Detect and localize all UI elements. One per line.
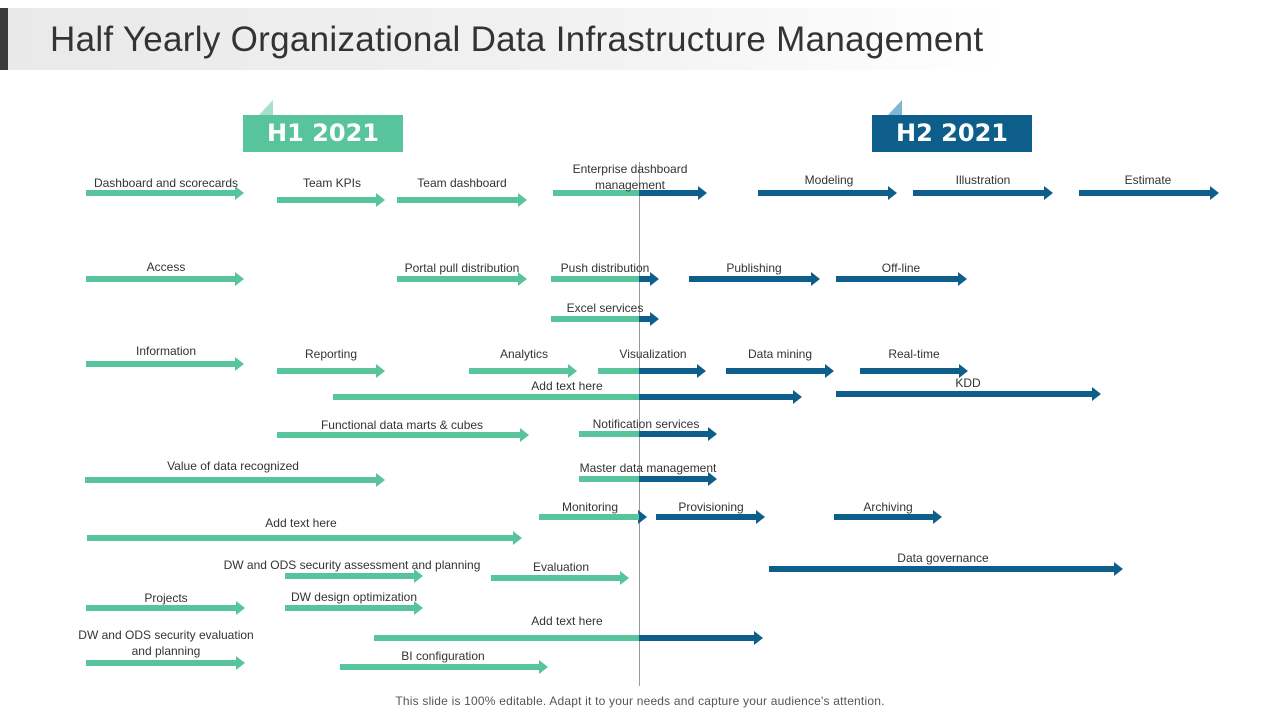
item-label: Illustration (955, 173, 1011, 187)
item-label: Notification services (592, 417, 700, 431)
h2-banner-label: H2 2021 (872, 115, 1032, 152)
arrow-segment-h1 (551, 276, 639, 282)
item-label: DW design optimization (290, 590, 418, 604)
page-title: Half Yearly Organizational Data Infrastr… (50, 20, 984, 59)
item-label: Add text here (265, 516, 337, 530)
item-label: Monitoring (561, 500, 619, 514)
item-label: Value of data recognized (167, 459, 299, 473)
arrow-segment-h2 (639, 364, 706, 378)
timeline-arrow (86, 186, 244, 200)
item-label: Visualization (619, 347, 687, 361)
arrow-segment-h2 (639, 186, 707, 200)
half-year-divider (639, 162, 640, 686)
h2-banner: H2 2021 (872, 100, 1032, 152)
footer-note: This slide is 100% editable. Adapt it to… (395, 694, 885, 708)
item-label: Publishing (726, 261, 782, 275)
item-label: Evaluation (532, 560, 590, 574)
timeline-arrow (285, 601, 423, 615)
timeline-arrow (491, 571, 629, 585)
item-label: Enterprise dashboard management (572, 162, 688, 192)
item-label: Add text here (531, 614, 603, 628)
item-label: Reporting (304, 347, 358, 361)
timeline-arrow (277, 428, 529, 442)
arrow-segment-h1 (551, 316, 639, 322)
arrow-segment-h2 (638, 510, 647, 524)
timeline-arrow (397, 193, 527, 207)
item-label: Team KPIs (302, 176, 362, 190)
arrow-segment-h2 (639, 272, 659, 286)
item-label: Add text here (531, 379, 603, 393)
timeline-arrow (86, 272, 244, 286)
timeline-arrow (469, 364, 577, 378)
timeline-arrow (656, 510, 765, 524)
item-label: Archiving (863, 500, 913, 514)
timeline-arrow (834, 510, 942, 524)
h1-banner: H1 2021 (243, 100, 403, 152)
arrow-segment-h1 (598, 368, 639, 374)
item-label: Estimate (1124, 173, 1172, 187)
item-label: Projects (144, 591, 188, 605)
timeline-arrow (860, 364, 968, 378)
timeline-arrow (836, 272, 967, 286)
item-label: Analytics (499, 347, 549, 361)
timeline-arrow (836, 387, 1101, 401)
arrow-segment-h1 (374, 635, 639, 641)
h2-banner-flap (888, 100, 902, 115)
timeline-arrow (726, 364, 834, 378)
timeline-arrow (86, 656, 245, 670)
timeline-arrow (86, 601, 245, 615)
arrow-segment-h1 (553, 190, 639, 196)
timeline-arrow (87, 531, 522, 545)
timeline-arrow (86, 357, 244, 371)
item-label: Team dashboard (417, 176, 507, 190)
item-label: Off-line (881, 261, 921, 275)
item-label: Data mining (747, 347, 813, 361)
h1-banner-label: H1 2021 (243, 115, 403, 152)
item-label: Excel services (566, 301, 644, 315)
item-label: BI configuration (401, 649, 485, 663)
item-label: Functional data marts & cubes (320, 418, 484, 432)
timeline-arrow (913, 186, 1053, 200)
timeline-arrow (689, 272, 820, 286)
arrow-segment-h1 (579, 476, 639, 482)
timeline-arrow (85, 473, 385, 487)
arrow-segment-h1 (579, 431, 639, 437)
title-accent-bar (0, 8, 8, 70)
item-label: Master data management (579, 461, 717, 475)
timeline-arrow (397, 272, 527, 286)
item-label: KDD (955, 376, 981, 390)
timeline-arrow (1079, 186, 1219, 200)
timeline-arrow (340, 660, 548, 674)
arrow-segment-h2 (639, 631, 763, 645)
item-label: DW and ODS security evaluation and plann… (78, 628, 254, 658)
timeline-arrow (758, 186, 897, 200)
item-label: Provisioning (678, 500, 744, 514)
arrow-segment-h1 (333, 394, 639, 400)
timeline-arrow (769, 562, 1123, 576)
item-label: Real-time (888, 347, 940, 361)
arrow-segment-h2 (639, 427, 717, 441)
timeline-arrow (285, 569, 423, 583)
item-label: DW and ODS security assessment and plann… (223, 558, 481, 572)
item-label: Dashboard and scorecards (93, 176, 239, 190)
arrow-segment-h2 (639, 390, 802, 404)
title-band (0, 8, 1005, 70)
item-label: Data governance (897, 551, 989, 565)
item-label: Push distribution (560, 261, 650, 275)
arrow-segment-h2 (639, 312, 659, 326)
arrow-segment-h2 (639, 472, 717, 486)
item-label: Information (135, 344, 197, 358)
item-label: Access (146, 260, 186, 274)
timeline-arrow (277, 364, 385, 378)
arrow-segment-h1 (539, 514, 639, 520)
item-label: Modeling (804, 173, 854, 187)
timeline-arrow (277, 193, 385, 207)
h1-banner-flap (259, 100, 273, 115)
item-label: Portal pull distribution (404, 261, 520, 275)
